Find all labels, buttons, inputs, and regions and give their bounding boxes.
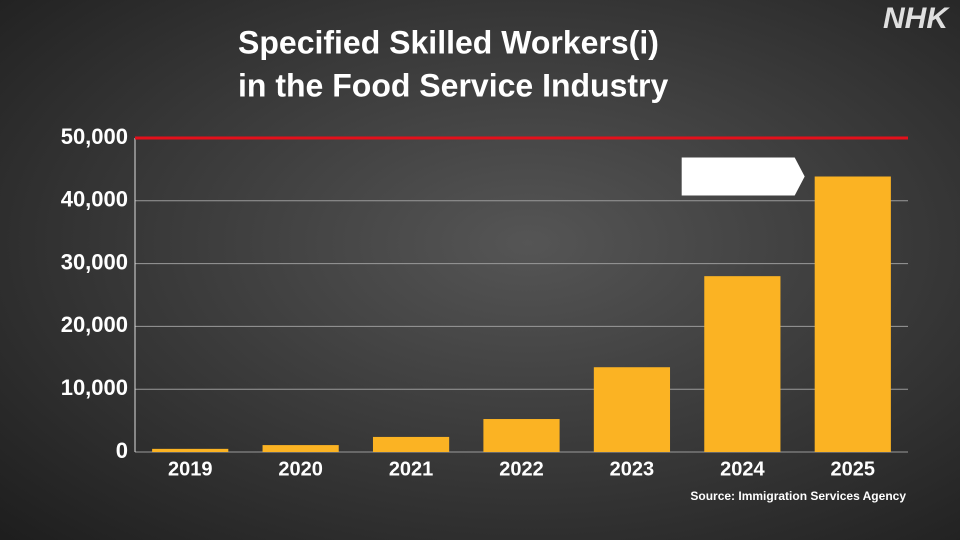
source: Source: Immigration Services Agency [690,489,906,503]
bar [704,276,781,452]
x-tick-label: 2024 [720,458,765,480]
value-label-box [681,157,805,196]
value-label: 43,869 [686,156,790,194]
logo: NHK [883,2,950,35]
y-tick-label: 50,000 [61,124,128,149]
y-tick-label: 40,000 [61,187,128,212]
bar [372,436,450,452]
x-tick-label: 2020 [278,458,323,480]
bar [262,445,339,452]
y-tick-label: 30,000 [61,249,128,274]
y-tick-label: 20,000 [61,312,128,337]
x-tick-label: 2019 [168,458,213,480]
y-tick-label: 10,000 [61,375,128,400]
bar [483,419,560,452]
bar [593,367,671,452]
y-tick-label: 0 [116,438,128,463]
chart-title: in the Food Service Industry [238,67,669,103]
bar [152,448,229,452]
x-tick-label: 2023 [610,458,655,480]
bar [814,176,891,452]
chart-title: Specified Skilled Workers(i) [238,24,659,60]
x-tick-label: 2022 [499,458,544,480]
x-tick-label: 2025 [831,458,876,480]
x-tick-label: 2021 [389,458,434,480]
